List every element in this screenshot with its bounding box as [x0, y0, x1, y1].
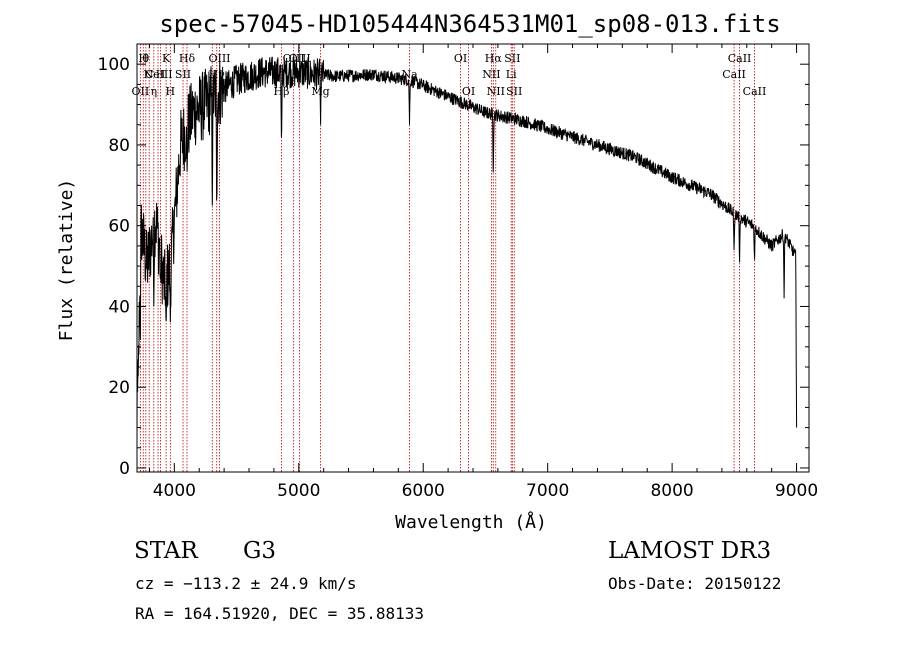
survey-label: LAMOST DR3 [608, 538, 772, 564]
y-axis-label: Flux (relative) [56, 179, 77, 342]
x-tick-label-4000: 4000 [153, 481, 196, 501]
object-subclass: G3 [243, 538, 277, 564]
y-tick-label-0: 0 [119, 459, 130, 479]
x-axis-label: Wavelength (Å) [395, 511, 547, 533]
line-label-OII: OII [132, 85, 150, 98]
y-tick-label-100: 100 [98, 55, 130, 75]
line-label-Li: Li [506, 68, 517, 81]
spectrum-line [136, 56, 798, 430]
line-markers [139, 44, 755, 472]
line-label-H: H [156, 68, 166, 81]
line-label-H: H [138, 52, 148, 65]
line-label-Hβ: Hβ [274, 85, 290, 98]
y-tick-label-80: 80 [108, 136, 130, 156]
line-label-K: K [162, 52, 171, 65]
line-label-H: H [166, 85, 176, 98]
line-label-CaII: CaII [722, 68, 746, 81]
line-label-CaII: CaII [743, 85, 767, 98]
obs-date-line: Obs-Date: 20150122 [608, 574, 782, 593]
line-label-η: η [151, 85, 158, 98]
x-axis: 4000 5000 6000 7000 8000 9000 [148, 44, 818, 501]
x-tick-label-8000: 8000 [650, 481, 693, 501]
line-labels: OIIHθCηNeIIIHKHSIIHδGHγOIIIHβOIIIOIIIMgN… [132, 52, 767, 98]
line-label-NII: NII [487, 85, 505, 98]
line-label-OIII: OIII [208, 52, 230, 65]
chart-title: spec-57045-HD105444N364531M01_sp08-013.f… [159, 10, 780, 38]
line-label-Hδ: Hδ [179, 52, 196, 65]
line-label-θ: θ [143, 52, 150, 65]
line-label-Hα: Hα [485, 52, 503, 65]
line-label-OI: OI [462, 85, 475, 98]
line-label-NII: NII [482, 68, 500, 81]
line-label-CaII: CaII [728, 52, 752, 65]
plot-frame [136, 43, 810, 473]
line-label-NeIII: NeIII [143, 68, 172, 81]
y-tick-label-20: 20 [108, 378, 130, 398]
line-label-OI: OI [454, 52, 467, 65]
line-label-C: C [145, 68, 153, 81]
x-tick-label-5000: 5000 [277, 481, 320, 501]
line-label-G: G [208, 85, 217, 98]
y-tick-label-60: 60 [108, 217, 130, 237]
line-label-SII: SII [504, 52, 520, 65]
line-label-SII: SII [175, 68, 191, 81]
object-class: STAR [134, 538, 198, 564]
x-tick-label-6000: 6000 [402, 481, 445, 501]
x-tick-label-7000: 7000 [526, 481, 569, 501]
x-tick-label-9000: 9000 [775, 481, 818, 501]
coords-line: RA = 164.51920, DEC = 35.88133 [135, 604, 424, 623]
line-label-SII: SII [506, 85, 522, 98]
y-axis: 0 20 40 60 80 100 [98, 55, 809, 479]
y-tick-label-40: 40 [108, 297, 130, 317]
redshift-line: cz = −113.2 ± 24.9 km/s [135, 574, 357, 593]
